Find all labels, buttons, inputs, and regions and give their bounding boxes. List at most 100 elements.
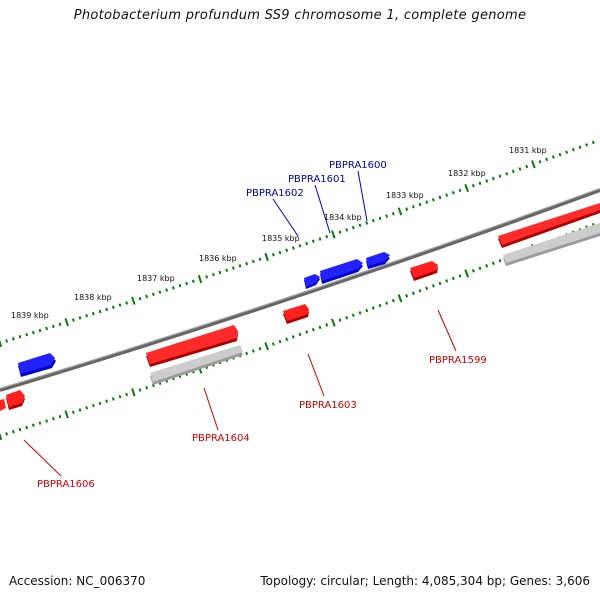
minor-tick (498, 174, 502, 178)
minor-tick (345, 228, 349, 232)
minor-tick (18, 427, 22, 432)
major-tick (397, 207, 403, 216)
minor-tick (111, 397, 115, 401)
minor-tick (278, 339, 282, 344)
minor-tick (298, 243, 302, 248)
minor-tick (145, 294, 149, 299)
minor-tick (71, 318, 75, 322)
minor-tick (418, 202, 422, 207)
minor-tick (138, 388, 142, 392)
minor-tick (445, 279, 449, 283)
gene-pbpra1606-block[interactable] (0, 390, 25, 411)
minor-tick (11, 337, 15, 341)
gene-pbpra1604-block[interactable] (146, 325, 243, 385)
minor-tick (425, 286, 429, 291)
minor-tick (278, 250, 282, 255)
gene-label-pbpra1604[interactable]: PBPRA1604 (192, 433, 250, 444)
gene-pbpra1599-block[interactable] (410, 261, 438, 281)
minor-tick (445, 193, 449, 197)
outer-tick-track (0, 140, 595, 348)
minor-tick (98, 309, 102, 314)
minor-tick (251, 259, 255, 264)
minor-tick (305, 330, 309, 334)
minor-tick (31, 423, 35, 427)
minor-tick (138, 296, 142, 301)
minor-tick (385, 214, 389, 218)
major-tick (531, 160, 536, 169)
minor-tick (125, 301, 129, 305)
gene-label-pbpra1606[interactable]: PBPRA1606 (37, 479, 95, 490)
minor-tick (385, 301, 389, 305)
major-tick (331, 318, 336, 327)
minor-tick (491, 261, 495, 266)
minor-tick (511, 169, 515, 174)
minor-tick (438, 281, 442, 286)
minor-tick (551, 155, 555, 159)
accession-text: Accession: NC_006370 (9, 574, 146, 588)
minor-tick (285, 337, 289, 342)
minor-tick (558, 152, 562, 157)
minor-tick (451, 190, 455, 195)
minor-tick (391, 298, 395, 303)
minor-tick (305, 241, 309, 246)
kbp-label: 1839 kbp (11, 311, 49, 320)
minor-tick (325, 234, 329, 239)
kbp-label: 1831 kbp (509, 146, 547, 155)
minor-tick (311, 327, 315, 332)
minor-tick (5, 432, 9, 436)
minor-tick (38, 328, 42, 333)
minor-tick (45, 326, 49, 331)
minor-tick (145, 386, 149, 390)
gene-pbpra1606-reverse[interactable] (18, 353, 56, 377)
minor-tick (251, 349, 255, 353)
minor-tick (105, 399, 109, 403)
minor-tick (458, 274, 462, 278)
forward-strand-genes (0, 203, 600, 411)
gene-label-pbpra1601[interactable]: PBPRA1601 (288, 174, 346, 185)
minor-tick (151, 292, 155, 297)
reverse-strand-genes (18, 252, 390, 377)
gene-label-pbpra1603[interactable]: PBPRA1603 (299, 400, 357, 411)
minor-tick (565, 150, 569, 154)
map-title: Photobacterium profundum SS9 chromosome … (73, 8, 527, 23)
minor-tick (318, 237, 322, 241)
minor-tick (425, 200, 429, 204)
minor-tick (51, 417, 55, 421)
gene-label-pbpra1602[interactable]: PBPRA1602 (246, 188, 304, 199)
minor-tick (405, 207, 409, 211)
minor-tick (245, 351, 249, 356)
minor-tick (405, 294, 409, 298)
minor-tick (111, 305, 115, 309)
gene-leader-lines (23, 170, 457, 477)
minor-tick (371, 218, 375, 223)
minor-tick (165, 288, 169, 292)
minor-tick (545, 157, 549, 162)
minor-tick (518, 167, 522, 171)
minor-tick (91, 311, 95, 316)
gene-label-pbpra1600[interactable]: PBPRA1600 (329, 160, 387, 171)
minor-tick (211, 272, 215, 277)
gene-pbpra1603-block[interactable] (283, 304, 309, 324)
gene-pbpra1602-block[interactable] (304, 274, 320, 289)
gene-right-edge-block[interactable] (498, 203, 600, 266)
gene-label-pbpra1599[interactable]: PBPRA1599 (429, 355, 487, 366)
minor-tick (285, 248, 289, 252)
gene-pbpra1600-block[interactable] (366, 252, 390, 269)
minor-tick (271, 342, 275, 346)
chromosome-backbone (0, 188, 600, 392)
major-tick (331, 230, 336, 239)
minor-tick (478, 181, 482, 186)
minor-tick (218, 270, 222, 275)
minor-tick (485, 179, 489, 183)
minor-tick (411, 205, 415, 209)
minor-tick (471, 183, 475, 188)
minor-tick (118, 303, 122, 307)
minor-tick (338, 230, 342, 234)
minor-tick (105, 307, 109, 312)
minor-tick (371, 306, 375, 310)
gene-pbpra1601-block[interactable] (320, 259, 363, 284)
major-tick (0, 339, 3, 348)
minor-tick (365, 308, 369, 313)
